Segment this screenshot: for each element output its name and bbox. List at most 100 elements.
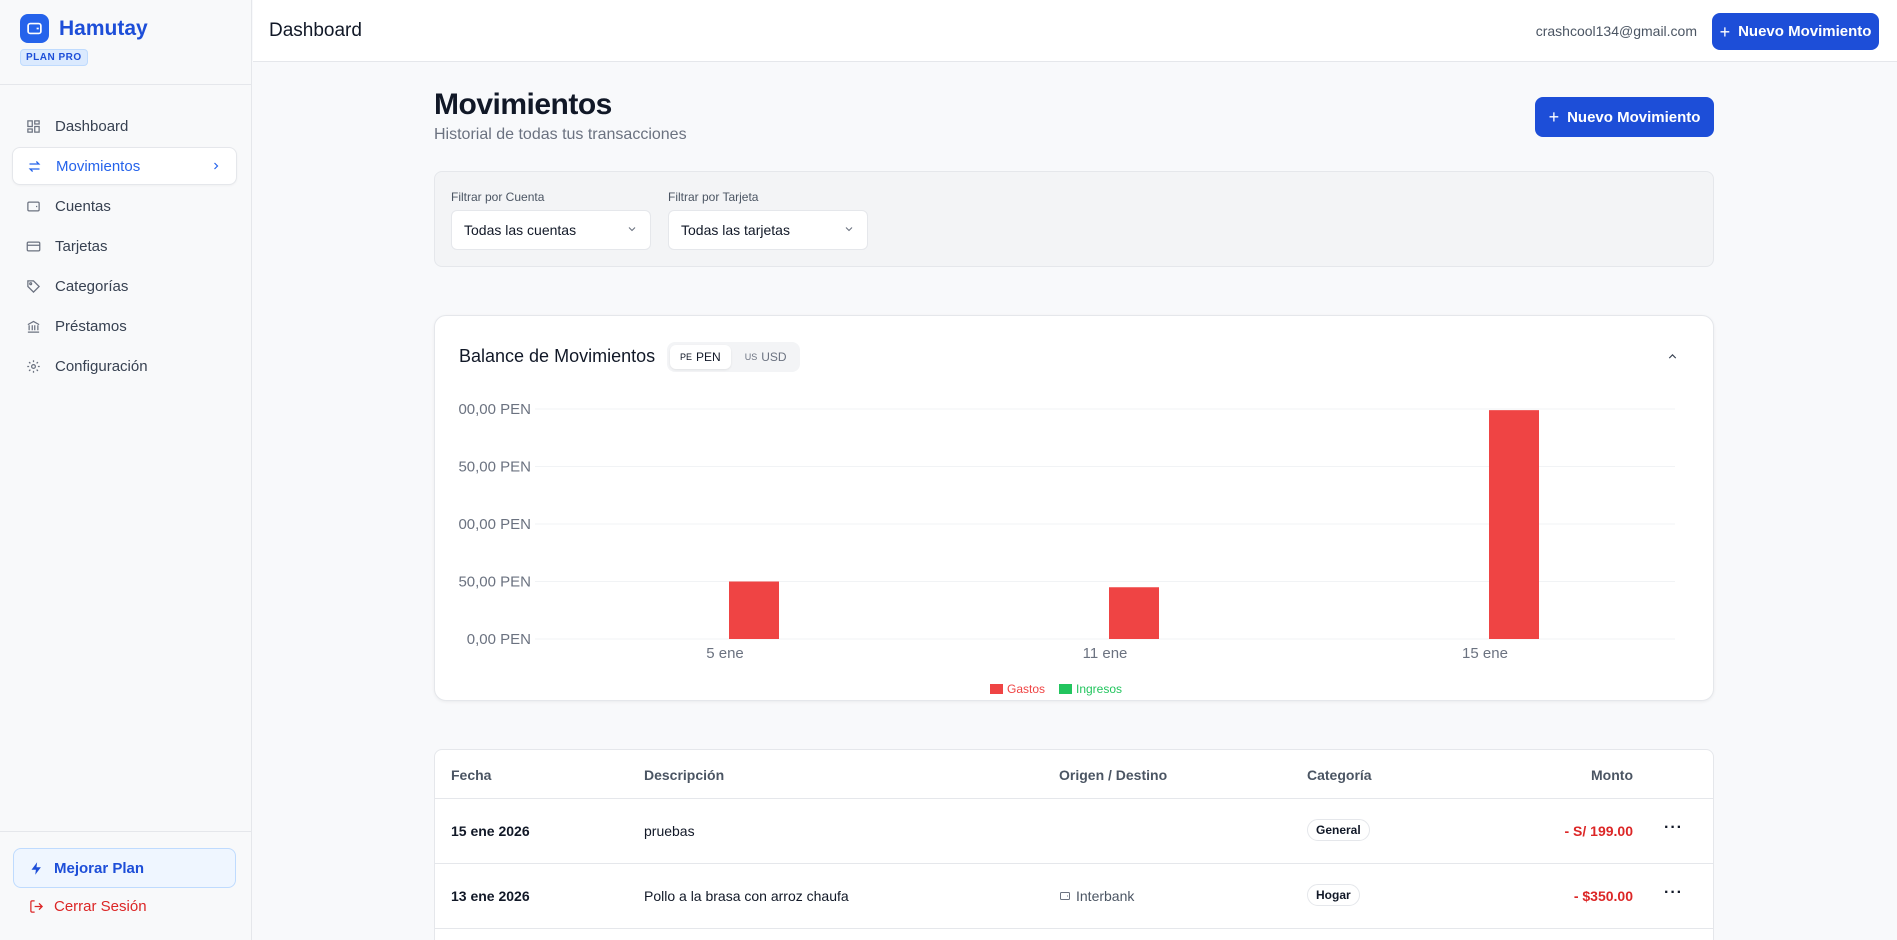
card-icon [25, 238, 41, 254]
currency-toggle: PE PEN US USD [667, 342, 800, 372]
plan-badge: PLAN PRO [20, 49, 88, 66]
legend-swatch [1059, 684, 1072, 694]
chevron-down-icon [626, 222, 638, 238]
page-title: Movimientos [434, 88, 612, 121]
row-origin-label: Interbank [1076, 888, 1135, 904]
upgrade-plan-button[interactable]: Mejorar Plan [13, 848, 236, 888]
currency-code: PEN [696, 350, 721, 364]
sidebar-item-movimientos[interactable]: Movimientos [12, 147, 237, 185]
table-header: Fecha Descripción Origen / Destino Categ… [435, 750, 1713, 799]
x-tick-label: 11 ene [1083, 645, 1128, 662]
brand[interactable]: Hamutay [20, 14, 148, 43]
chevron-right-icon [210, 159, 222, 176]
bolt-icon [29, 861, 44, 876]
sidebar-item-label: Dashboard [55, 117, 129, 135]
sidebar-item-label: Categorías [55, 277, 129, 295]
tag-icon [25, 278, 41, 294]
y-tick-label: 50,00 PEN [458, 459, 531, 476]
row-amount: - S/ 199.00 [1564, 823, 1634, 839]
plus-icon: + [1719, 21, 1731, 42]
currency-usd-option[interactable]: US USD [735, 345, 797, 369]
chevron-up-icon[interactable] [1666, 350, 1679, 368]
bar-gastos [1109, 587, 1159, 639]
bar-gastos [729, 581, 779, 639]
topbar-new-movement-button[interactable]: + Nuevo Movimiento [1712, 13, 1879, 50]
sidebar: Hamutay PLAN PRO Dashboard Movimientos C… [0, 0, 252, 940]
sidebar-item-configuracion[interactable]: Configuración [12, 347, 237, 385]
header-origin[interactable]: Origen / Destino [1059, 767, 1168, 783]
flag-us-icon: US [744, 352, 758, 362]
gear-icon [25, 358, 41, 374]
arrows-icon [26, 158, 42, 174]
account-filter: Filtrar por Cuenta Todas las cuentas [451, 190, 651, 250]
sidebar-item-prestamos[interactable]: Préstamos [12, 307, 237, 345]
sidebar-item-tarjetas[interactable]: Tarjetas [12, 227, 237, 265]
topbar: Dashboard crashcool134@gmail.com + Nuevo… [253, 0, 1897, 62]
sidebar-item-label: Configuración [55, 357, 148, 375]
sidebar-item-label: Cuentas [55, 197, 111, 215]
x-tick-label: 15 ene [1462, 645, 1508, 662]
sidebar-item-dashboard[interactable]: Dashboard [12, 107, 237, 145]
sidebar-item-cuentas[interactable]: Cuentas [12, 187, 237, 225]
category-badge: General [1307, 819, 1370, 841]
sidebar-item-categorias[interactable]: Categorías [12, 267, 237, 305]
row-amount: - $350.00 [1573, 888, 1633, 904]
card-filter-label: Filtrar por Tarjeta [668, 190, 759, 204]
sidebar-item-label: Préstamos [55, 317, 127, 335]
button-label: Nuevo Movimiento [1567, 108, 1701, 126]
bar-gastos [1489, 410, 1539, 639]
wallet-icon [25, 198, 41, 214]
sidebar-item-label: Tarjetas [55, 237, 108, 255]
logout-label: Cerrar Sesión [54, 898, 147, 915]
movements-table: Fecha Descripción Origen / Destino Categ… [434, 749, 1714, 940]
wallet-icon [1059, 890, 1071, 902]
header-category[interactable]: Categoría [1307, 767, 1372, 783]
header-description[interactable]: Descripción [644, 767, 725, 783]
plus-icon: + [1548, 107, 1560, 127]
x-tick-label: 5 ene [706, 645, 744, 662]
legend-label: Ingresos [1076, 682, 1122, 696]
flag-pe-icon: PE [680, 352, 693, 362]
account-select-value: Todas las cuentas [464, 222, 577, 238]
filters-panel: Filtrar por Cuenta Todas las cuentas Fil… [434, 171, 1714, 267]
page-subtitle: Historial de todas tus transacciones [434, 126, 687, 143]
card-filter: Filtrar por Tarjeta Todas las tarjetas [668, 190, 868, 250]
account-select[interactable]: Todas las cuentas [451, 210, 651, 250]
account-filter-label: Filtrar por Cuenta [451, 190, 545, 204]
legend-label: Gastos [1007, 682, 1045, 696]
row-origin: Interbank [1059, 888, 1134, 904]
sidebar-divider [0, 84, 252, 85]
row-date: 13 ene 2026 [451, 888, 530, 904]
new-movement-button[interactable]: + Nuevo Movimiento [1535, 97, 1714, 137]
row-description: pruebas [644, 823, 695, 839]
button-label: Nuevo Movimiento [1738, 23, 1872, 40]
header-amount[interactable]: Monto [1591, 767, 1633, 783]
logout-icon [29, 899, 44, 914]
table-row[interactable]: 13 ene 2026 Pollo a la brasa con arroz c… [435, 864, 1713, 929]
wallet-logo-icon [20, 14, 49, 43]
sidebar-item-label: Movimientos [56, 157, 141, 175]
row-date: 15 ene 2026 [451, 823, 530, 839]
header-date[interactable]: Fecha [451, 767, 492, 783]
card-select-value: Todas las tarjetas [681, 222, 790, 238]
more-actions-icon[interactable]: ··· [1664, 884, 1683, 901]
row-description: Pollo a la brasa con arroz chaufa [644, 888, 849, 904]
card-select[interactable]: Todas las tarjetas [668, 210, 868, 250]
chart-title: Balance de Movimientos [459, 346, 656, 366]
logout-button[interactable]: Cerrar Sesión [29, 898, 147, 915]
grid-icon [25, 118, 41, 134]
bar-chart: 0,00 PEN 50,00 PEN 00,00 PEN 50,00 PEN 00,00… [458, 401, 1675, 696]
legend-swatch [990, 684, 1003, 694]
user-email[interactable]: crashcool134@gmail.com [1535, 23, 1697, 39]
y-tick-label: 00,00 PEN [458, 516, 531, 533]
brand-name: Hamutay [59, 16, 148, 40]
table-row[interactable]: 15 ene 2026 pruebas General - S/ 199.00 … [435, 799, 1713, 864]
y-tick-label: 00,00 PEN [458, 401, 531, 418]
currency-pen-option[interactable]: PE PEN [670, 345, 731, 369]
topbar-title: Dashboard [269, 20, 362, 41]
y-tick-label: 50,00 PEN [458, 574, 531, 591]
category-badge: Hogar [1307, 884, 1360, 906]
sidebar-nav: Dashboard Movimientos Cuentas Tarjetas C… [12, 107, 237, 387]
more-actions-icon[interactable]: ··· [1664, 819, 1683, 836]
bank-icon [25, 318, 41, 334]
